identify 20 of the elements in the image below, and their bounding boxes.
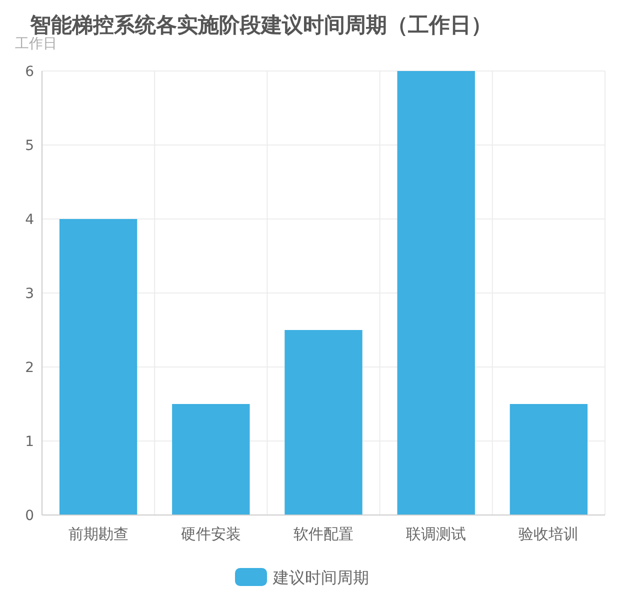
y-tick-label: 2: [25, 360, 34, 376]
x-tick-label: 前期勘查: [68, 525, 128, 543]
y-tick-label: 0: [25, 508, 34, 524]
x-tick-label: 验收培训: [518, 525, 579, 543]
x-tick-label: 硬件安装: [180, 525, 241, 543]
legend-label: 建议时间周期: [272, 568, 369, 587]
bar: [59, 219, 138, 515]
chart-title: 智能梯控系统各实施阶段建议时间周期（工作日）: [29, 13, 492, 37]
y-axis-title: 工作日: [15, 36, 57, 52]
y-tick-label: 1: [25, 434, 34, 450]
x-tick-label: 软件配置: [294, 525, 354, 543]
y-tick-label: 4: [25, 212, 34, 228]
bar: [397, 71, 475, 515]
y-tick-label: 3: [25, 286, 34, 302]
bar: [284, 330, 362, 515]
y-tick-label: 5: [25, 138, 34, 154]
x-tick-label: 联调测试: [406, 525, 466, 543]
y-tick-label: 6: [25, 64, 34, 80]
bar: [172, 404, 250, 515]
bar: [510, 404, 588, 515]
